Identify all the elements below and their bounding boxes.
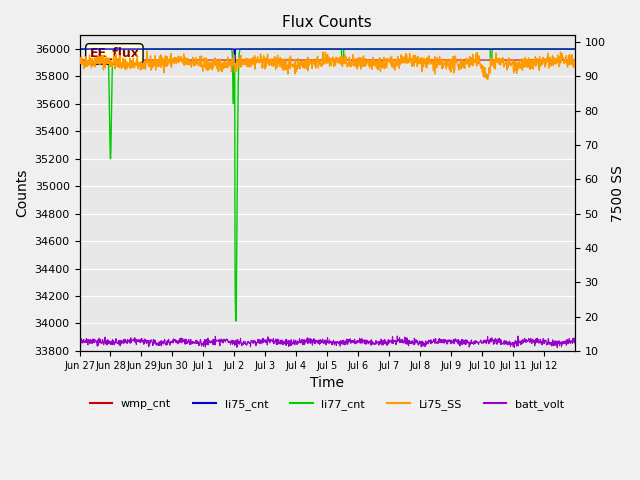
Text: EE_flux: EE_flux [90, 48, 140, 60]
Y-axis label: 7500 SS: 7500 SS [611, 165, 625, 222]
X-axis label: Time: Time [310, 376, 344, 390]
Y-axis label: Counts: Counts [15, 169, 29, 217]
Legend: wmp_cnt, li75_cnt, li77_cnt, Li75_SS, batt_volt: wmp_cnt, li75_cnt, li77_cnt, Li75_SS, ba… [85, 395, 569, 415]
Title: Flux Counts: Flux Counts [282, 15, 372, 30]
